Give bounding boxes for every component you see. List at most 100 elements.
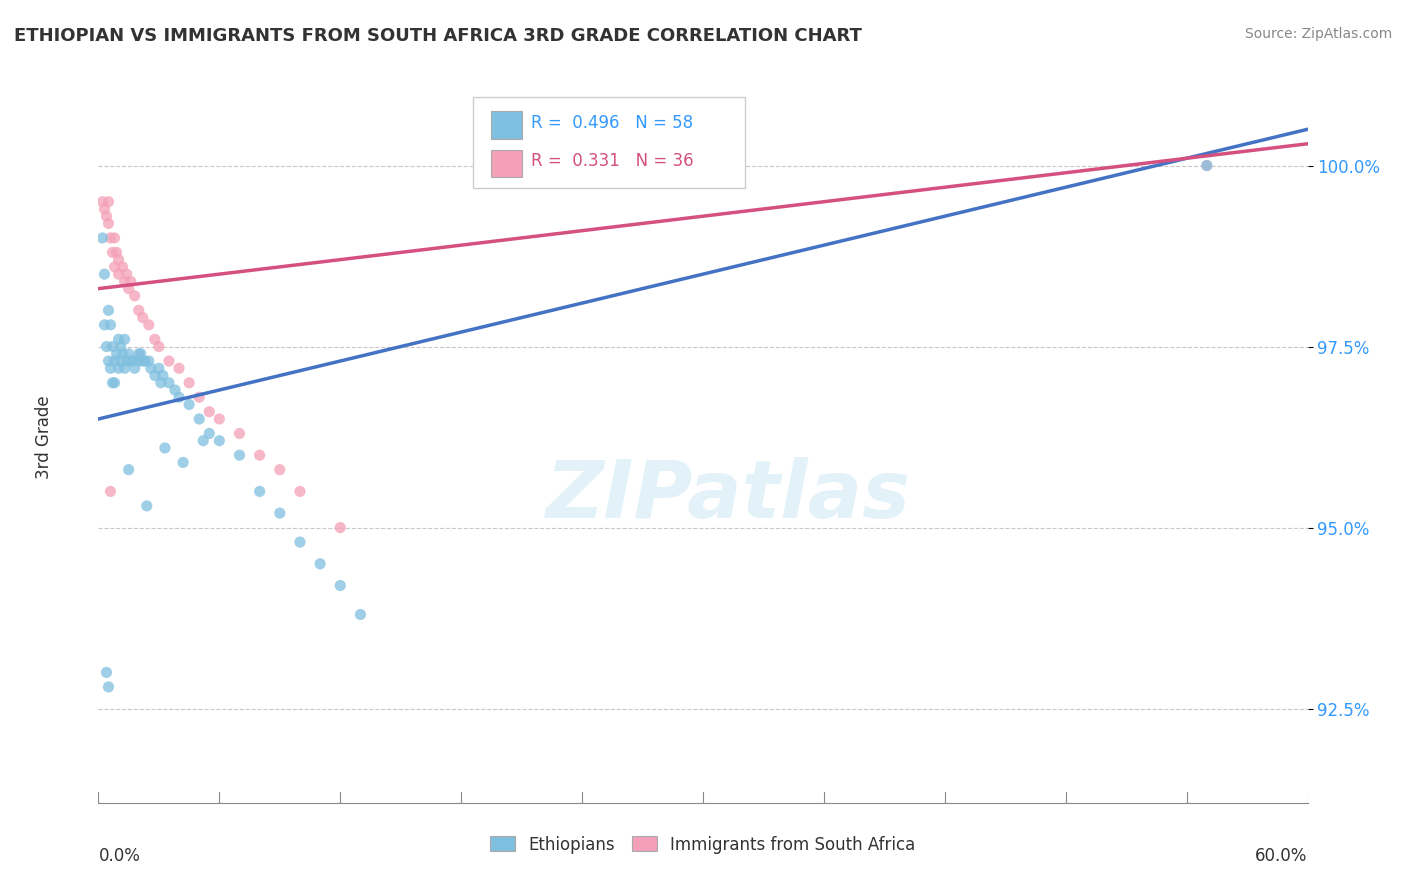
Point bbox=[105, 245, 128, 260]
Text: 3rd Grade: 3rd Grade bbox=[35, 395, 53, 479]
Point bbox=[103, 260, 125, 274]
Point bbox=[101, 245, 124, 260]
Point bbox=[1195, 159, 1218, 173]
Point bbox=[152, 368, 174, 383]
Point bbox=[97, 194, 120, 209]
Point bbox=[107, 252, 129, 267]
Point bbox=[208, 412, 231, 426]
Point bbox=[110, 354, 132, 368]
Point bbox=[103, 354, 125, 368]
Point bbox=[100, 484, 122, 499]
Point bbox=[100, 361, 122, 376]
Point bbox=[97, 216, 120, 230]
Point bbox=[128, 303, 150, 318]
Point bbox=[288, 484, 311, 499]
Point bbox=[269, 506, 291, 520]
Point bbox=[115, 354, 138, 368]
Point bbox=[91, 194, 114, 209]
Point bbox=[193, 434, 215, 448]
Point bbox=[91, 231, 114, 245]
Point bbox=[111, 347, 134, 361]
Text: Source: ZipAtlas.com: Source: ZipAtlas.com bbox=[1244, 27, 1392, 41]
Point bbox=[93, 267, 115, 281]
Point bbox=[114, 361, 136, 376]
Text: ETHIOPIAN VS IMMIGRANTS FROM SOUTH AFRICA 3RD GRADE CORRELATION CHART: ETHIOPIAN VS IMMIGRANTS FROM SOUTH AFRIC… bbox=[14, 27, 862, 45]
Text: 60.0%: 60.0% bbox=[1256, 847, 1308, 864]
Point bbox=[148, 340, 170, 354]
Point bbox=[128, 347, 150, 361]
Point bbox=[124, 289, 146, 303]
Point bbox=[309, 557, 332, 571]
Point bbox=[349, 607, 371, 622]
Point bbox=[188, 390, 211, 404]
Point bbox=[198, 426, 221, 441]
Point bbox=[100, 231, 122, 245]
Point bbox=[124, 361, 146, 376]
Point bbox=[114, 332, 136, 346]
Point bbox=[96, 340, 118, 354]
Point bbox=[132, 310, 155, 325]
Point bbox=[1195, 159, 1218, 173]
Point bbox=[138, 318, 160, 332]
Point bbox=[93, 318, 115, 332]
Legend: Ethiopians, Immigrants from South Africa: Ethiopians, Immigrants from South Africa bbox=[484, 829, 922, 860]
Point bbox=[129, 347, 152, 361]
Point bbox=[249, 448, 271, 462]
Point bbox=[143, 368, 166, 383]
Point bbox=[118, 463, 141, 477]
Point bbox=[103, 376, 125, 390]
Point bbox=[118, 347, 141, 361]
Point bbox=[96, 665, 118, 680]
FancyBboxPatch shape bbox=[492, 111, 522, 138]
Point bbox=[179, 397, 201, 411]
Point bbox=[93, 202, 115, 216]
Text: R =  0.331   N = 36: R = 0.331 N = 36 bbox=[531, 153, 695, 170]
Point bbox=[153, 441, 176, 455]
Point bbox=[143, 332, 166, 346]
Point bbox=[114, 274, 136, 288]
Point bbox=[115, 267, 138, 281]
Point bbox=[97, 303, 120, 318]
Point bbox=[329, 578, 352, 592]
Point bbox=[172, 455, 194, 469]
Point bbox=[163, 383, 186, 397]
Point bbox=[157, 354, 180, 368]
Point bbox=[121, 354, 143, 368]
Point bbox=[138, 354, 160, 368]
Point bbox=[228, 448, 250, 462]
Point bbox=[208, 434, 231, 448]
Point bbox=[188, 412, 211, 426]
Text: R =  0.496   N = 58: R = 0.496 N = 58 bbox=[531, 113, 693, 131]
Point bbox=[198, 405, 221, 419]
Point bbox=[120, 274, 142, 288]
Text: ZIPatlas: ZIPatlas bbox=[544, 457, 910, 534]
Point bbox=[120, 354, 142, 368]
Point bbox=[132, 354, 155, 368]
Point bbox=[249, 484, 271, 499]
Point bbox=[179, 376, 201, 390]
Point bbox=[110, 340, 132, 354]
Point bbox=[167, 390, 190, 404]
Point bbox=[97, 354, 120, 368]
Point bbox=[288, 535, 311, 549]
Point bbox=[111, 260, 134, 274]
Point bbox=[101, 340, 124, 354]
Point bbox=[101, 376, 124, 390]
Text: 0.0%: 0.0% bbox=[98, 847, 141, 864]
FancyBboxPatch shape bbox=[474, 97, 745, 188]
Point bbox=[118, 282, 141, 296]
Point bbox=[157, 376, 180, 390]
Point bbox=[269, 463, 291, 477]
Point bbox=[97, 680, 120, 694]
Point bbox=[134, 354, 156, 368]
Point bbox=[103, 231, 125, 245]
Point bbox=[329, 520, 352, 534]
Point bbox=[105, 347, 128, 361]
Point bbox=[107, 332, 129, 346]
Point bbox=[149, 376, 172, 390]
Point bbox=[128, 354, 150, 368]
Point bbox=[139, 361, 162, 376]
Point bbox=[167, 361, 190, 376]
FancyBboxPatch shape bbox=[492, 150, 522, 178]
Point bbox=[148, 361, 170, 376]
